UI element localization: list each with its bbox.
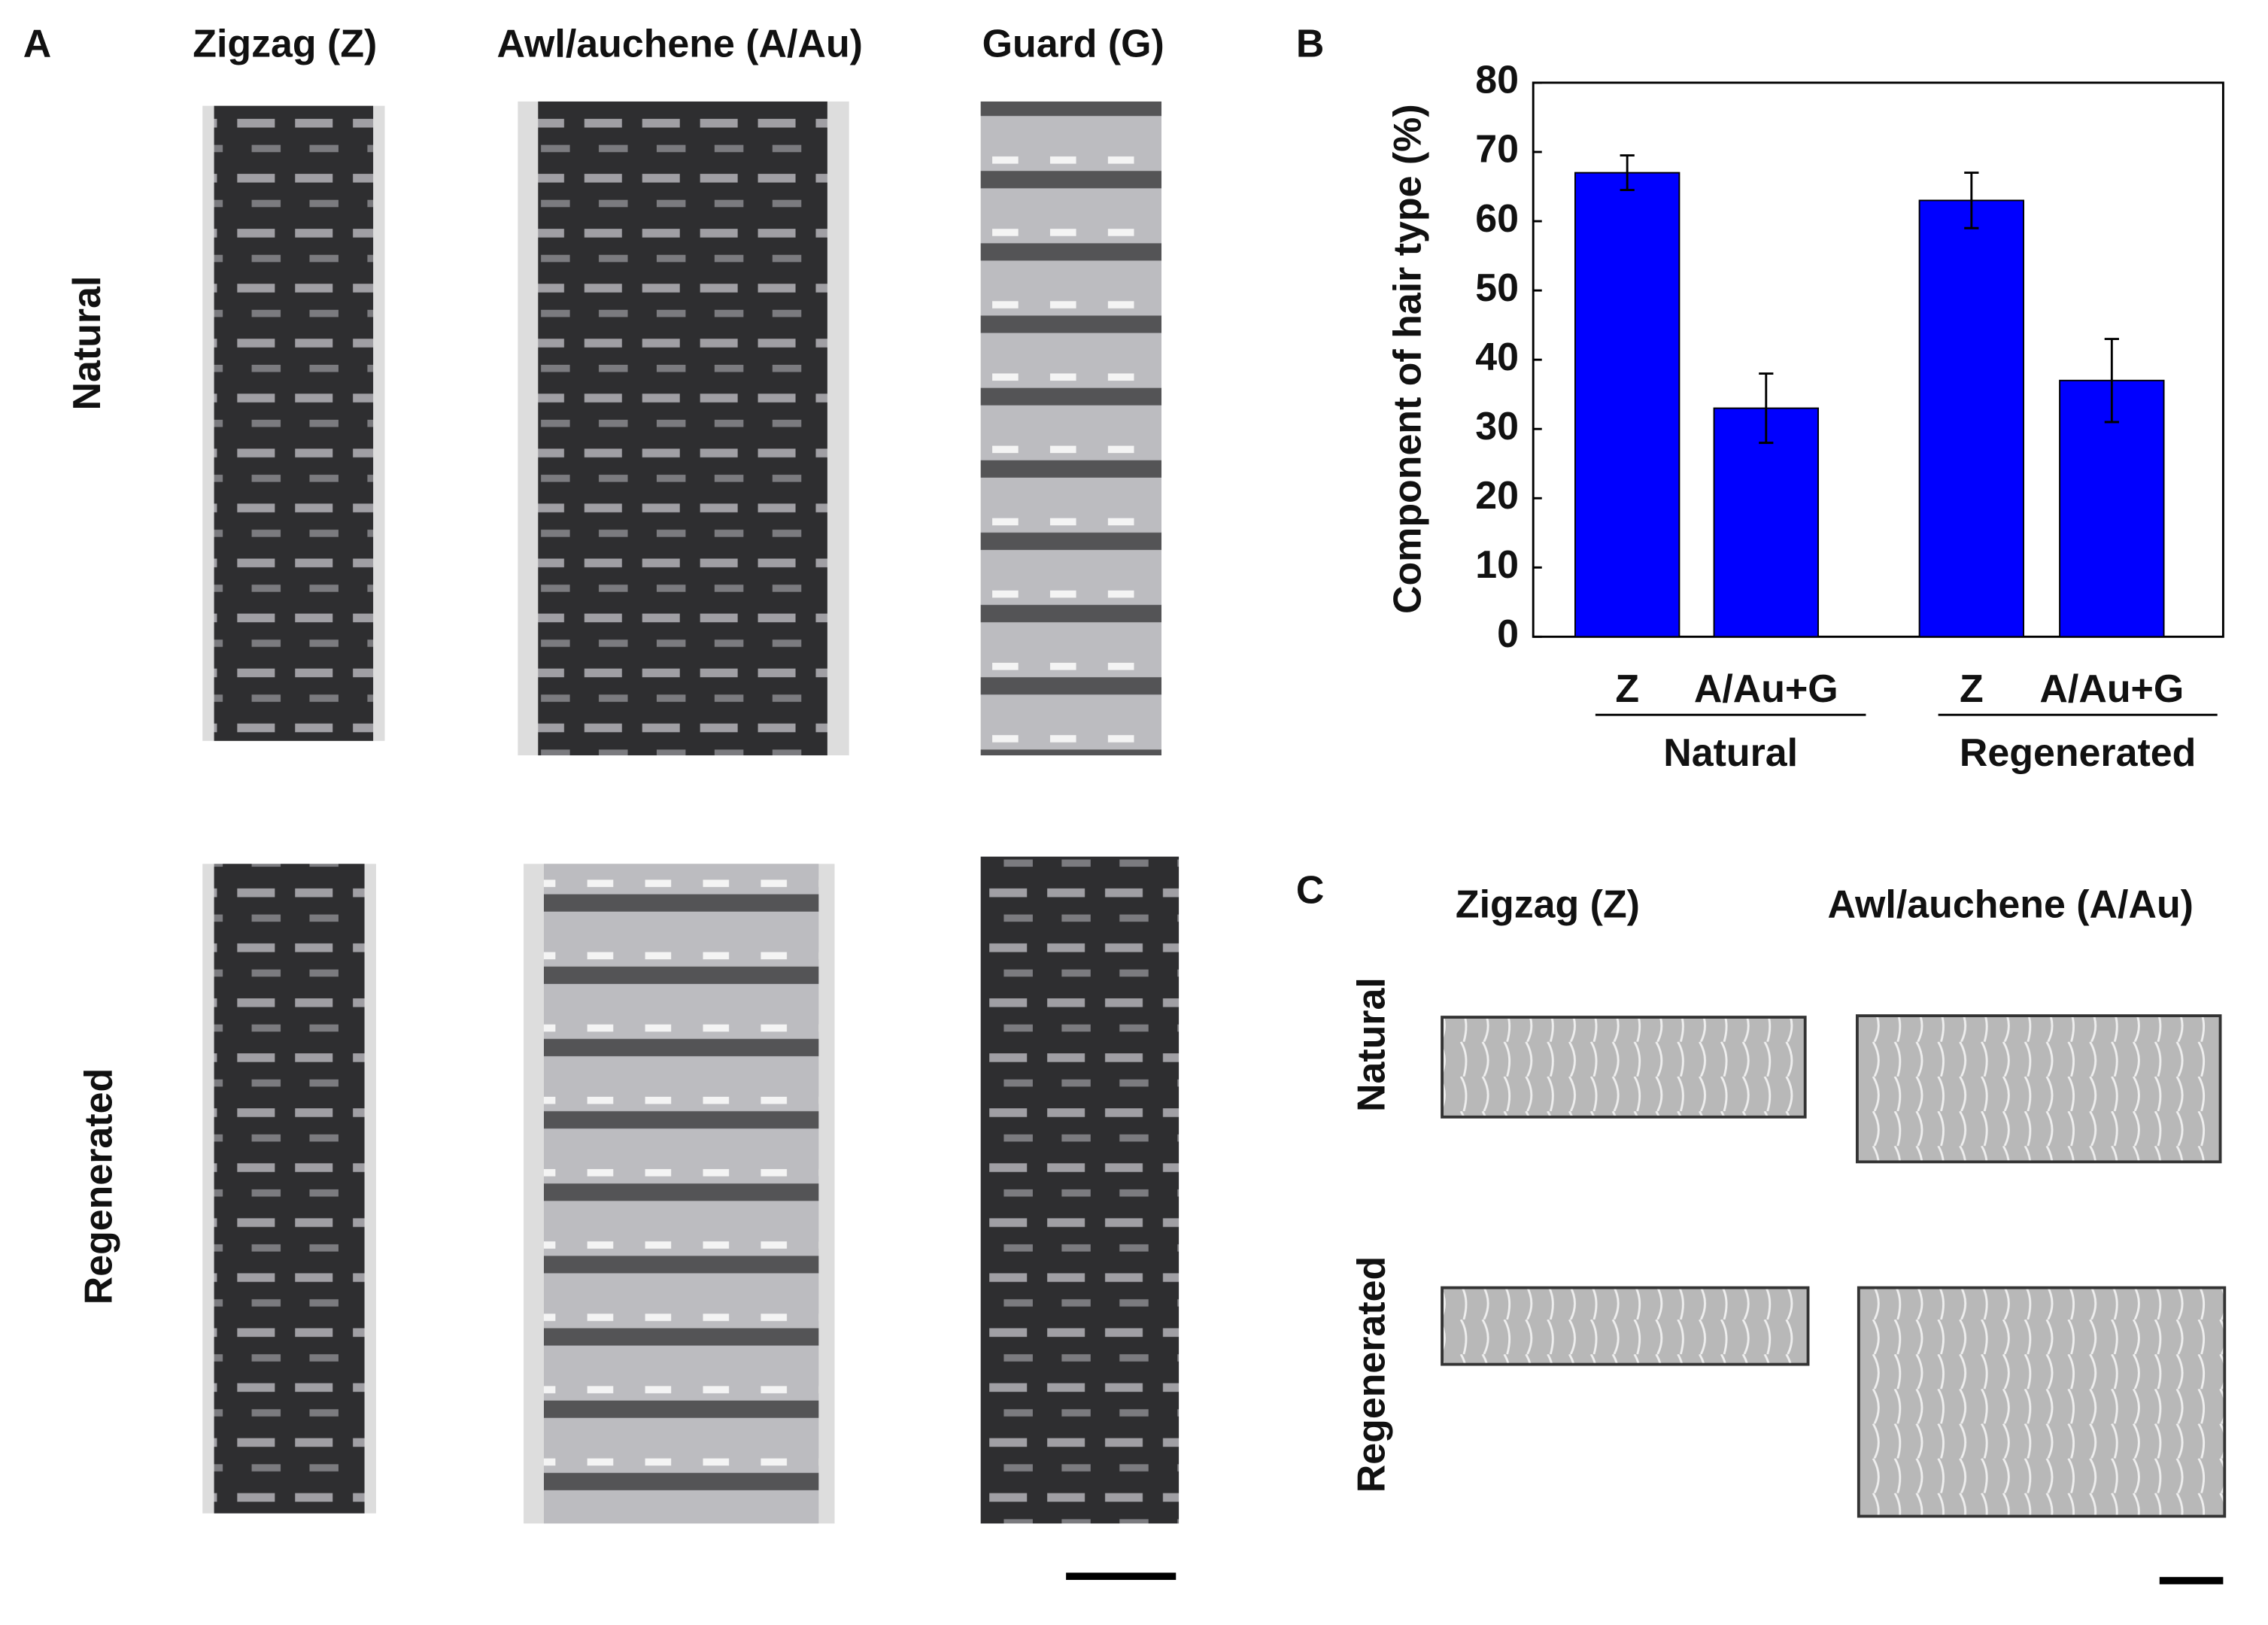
- micrographs: [202, 101, 1180, 1581]
- bar: [1574, 172, 1681, 638]
- column-header: Zigzag (Z): [193, 23, 377, 66]
- y-tick-label: 70: [1475, 128, 1519, 172]
- row-label: Natural: [1350, 977, 1393, 1112]
- row-label: Natural: [65, 276, 109, 411]
- y-tick-label: 40: [1475, 336, 1519, 379]
- row-label: Regenerated: [77, 1068, 120, 1305]
- x-tick-label: Z: [1960, 667, 1984, 711]
- y-tick-label: 20: [1475, 474, 1519, 518]
- column-header: Zigzag (Z): [1456, 883, 1640, 927]
- panel-label: C: [1296, 868, 1325, 912]
- sem-images: [1441, 1014, 2227, 1584]
- bar: [2059, 379, 2165, 638]
- group-label: Natural: [1663, 731, 1798, 775]
- row-label: Regenerated: [1350, 1256, 1393, 1493]
- group-label: Regenerated: [1960, 731, 2196, 775]
- x-tick-label: Z: [1615, 667, 1639, 711]
- y-tick-label: 30: [1475, 405, 1519, 448]
- column-header: Guard (G): [982, 23, 1164, 66]
- x-tick-label: A/Au+G: [1694, 667, 1838, 711]
- error-bar: [2104, 338, 2119, 424]
- column-header: Awl/auchene (A/Au): [1828, 883, 2194, 927]
- column-header: Awl/auchene (A/Au): [497, 23, 863, 66]
- bar: [1918, 199, 2025, 638]
- bar: [1713, 407, 1819, 638]
- y-tick-label: 50: [1475, 266, 1519, 310]
- panel-label: B: [1296, 23, 1325, 66]
- error-bar: [1759, 372, 1774, 445]
- y-tick-label: 0: [1497, 612, 1519, 656]
- y-tick-label: 60: [1475, 197, 1519, 241]
- panel-label: A: [23, 23, 52, 66]
- y-axis-label: Component of hair type (%): [1386, 104, 1429, 614]
- y-tick-label: 10: [1475, 543, 1519, 587]
- y-tick-label: 80: [1475, 59, 1519, 102]
- error-bar: [1620, 154, 1635, 192]
- x-tick-label: A/Au+G: [2039, 667, 2184, 711]
- error-bar: [1964, 172, 1979, 229]
